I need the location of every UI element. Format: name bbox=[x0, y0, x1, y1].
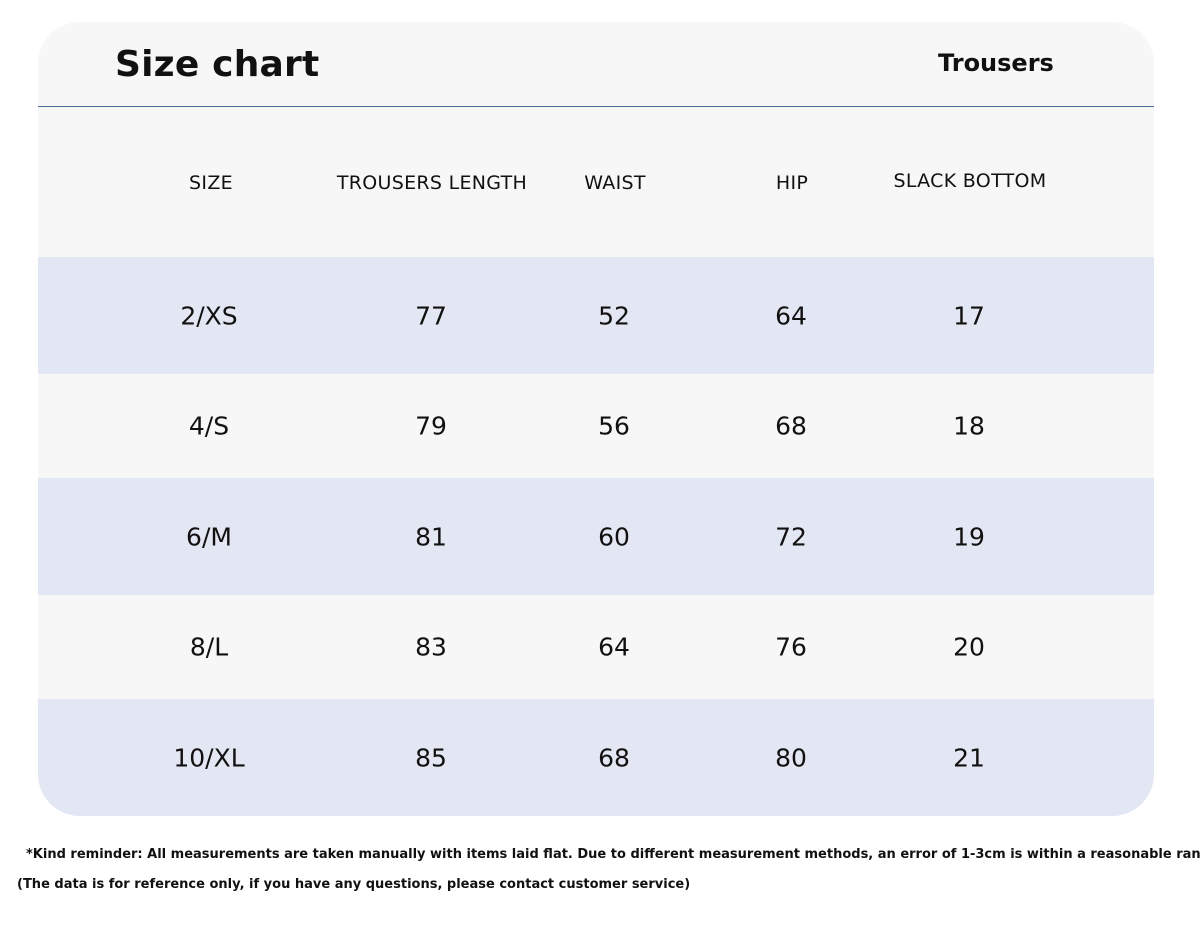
cell-trousers-length: 85 bbox=[415, 743, 447, 772]
page-title: Size chart bbox=[115, 44, 320, 85]
table-row: 2/XS 77 52 64 17 bbox=[38, 257, 1154, 374]
column-header-size: SIZE bbox=[189, 172, 233, 194]
cell-trousers-length: 79 bbox=[415, 411, 447, 441]
table-row: 6/M 81 60 72 19 bbox=[38, 478, 1154, 595]
reference-disclaimer-note: (The data is for reference only, if you … bbox=[17, 877, 691, 892]
cell-size: 8/L bbox=[189, 632, 229, 662]
cell-slack-bottom: 21 bbox=[953, 743, 985, 772]
cell-trousers-length: 81 bbox=[415, 522, 447, 551]
cell-waist: 52 bbox=[598, 301, 630, 330]
cell-slack-bottom: 19 bbox=[953, 522, 985, 551]
table-row: 8/L 83 64 76 20 bbox=[38, 595, 1154, 699]
cell-size: 6/M bbox=[186, 522, 232, 551]
column-header-trousers-length: TROUSERS LENGTH bbox=[336, 172, 528, 194]
size-chart-card: Size chart Trousers SIZE TROUSERS LENGTH… bbox=[38, 22, 1154, 816]
cell-size: 2/XS bbox=[180, 301, 238, 330]
column-header-waist: WAIST bbox=[584, 172, 646, 194]
cell-trousers-length: 77 bbox=[415, 301, 447, 330]
cell-waist: 64 bbox=[598, 632, 630, 662]
cell-slack-bottom: 20 bbox=[953, 632, 985, 662]
cell-hip: 80 bbox=[775, 743, 807, 772]
card-header: Size chart Trousers bbox=[38, 22, 1154, 107]
cell-size: 10/XL bbox=[173, 743, 245, 772]
cell-hip: 76 bbox=[775, 632, 807, 662]
cell-trousers-length: 83 bbox=[415, 632, 447, 662]
cell-hip: 72 bbox=[775, 522, 807, 551]
table-header-row: SIZE TROUSERS LENGTH WAIST HIP SLACK BOT… bbox=[38, 107, 1154, 257]
cell-waist: 56 bbox=[598, 411, 630, 441]
cell-waist: 68 bbox=[598, 743, 630, 772]
cell-slack-bottom: 18 bbox=[953, 411, 985, 441]
table-row: 4/S 79 56 68 18 bbox=[38, 374, 1154, 478]
cell-waist: 60 bbox=[598, 522, 630, 551]
cell-hip: 68 bbox=[775, 411, 807, 441]
cell-hip: 64 bbox=[775, 301, 807, 330]
measurement-reminder-note: *Kind reminder: All measurements are tak… bbox=[26, 847, 1200, 862]
cell-size: 4/S bbox=[188, 411, 230, 441]
table-row: 10/XL 85 68 80 21 bbox=[38, 699, 1154, 816]
column-header-hip: HIP bbox=[775, 172, 809, 194]
column-header-slack-bottom: SLACK BOTTOM bbox=[893, 170, 1047, 192]
product-category-label: Trousers bbox=[938, 49, 1054, 77]
cell-slack-bottom: 17 bbox=[953, 301, 985, 330]
